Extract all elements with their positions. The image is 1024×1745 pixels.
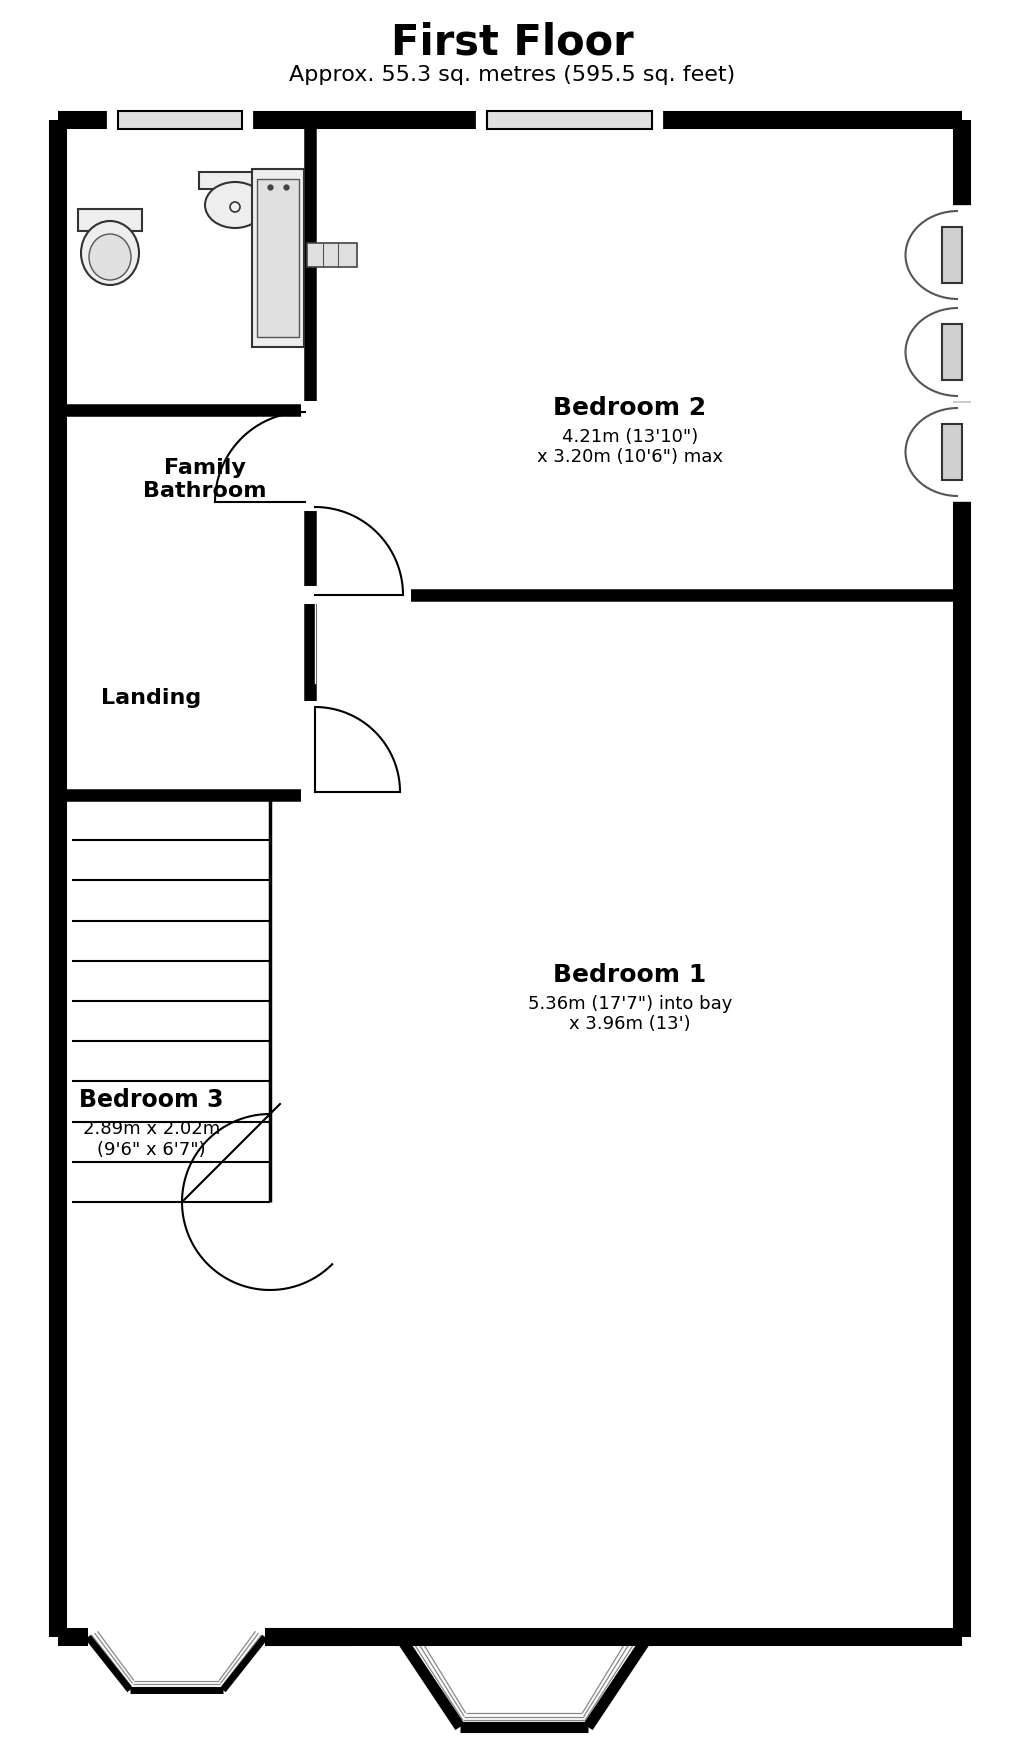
Text: 2.89m x 2.02m
(9'6" x 6'7"): 2.89m x 2.02m (9'6" x 6'7") <box>83 1120 220 1159</box>
Ellipse shape <box>89 234 131 279</box>
Bar <box>942 325 962 380</box>
Bar <box>252 169 304 347</box>
Bar <box>78 209 142 230</box>
Bar <box>942 227 962 283</box>
Bar <box>199 173 271 188</box>
Bar <box>487 112 652 129</box>
Ellipse shape <box>81 222 139 284</box>
Bar <box>118 112 242 129</box>
Text: Landing: Landing <box>101 688 202 708</box>
Text: Family
Bathroom: Family Bathroom <box>143 459 266 501</box>
Bar <box>942 424 962 480</box>
Text: Bedroom 1: Bedroom 1 <box>553 963 707 986</box>
Text: Approx. 55.3 sq. metres (595.5 sq. feet): Approx. 55.3 sq. metres (595.5 sq. feet) <box>289 65 735 86</box>
Text: First Floor: First Floor <box>391 21 633 63</box>
Bar <box>257 180 299 337</box>
Ellipse shape <box>205 181 265 229</box>
Text: Bedroom 2: Bedroom 2 <box>553 396 707 419</box>
Bar <box>307 243 357 267</box>
Text: Bedroom 3: Bedroom 3 <box>79 1089 224 1112</box>
Text: 4.21m (13'10")
x 3.20m (10'6") max: 4.21m (13'10") x 3.20m (10'6") max <box>537 428 723 466</box>
Text: 5.36m (17'7") into bay
x 3.96m (13'): 5.36m (17'7") into bay x 3.96m (13') <box>527 995 732 1033</box>
